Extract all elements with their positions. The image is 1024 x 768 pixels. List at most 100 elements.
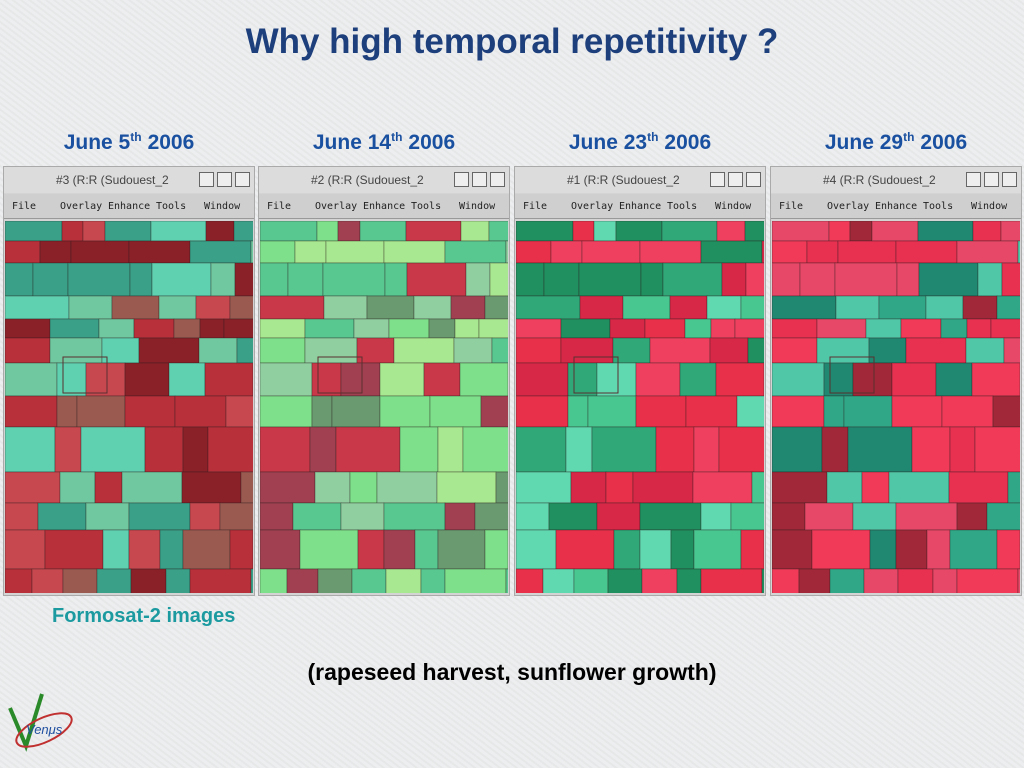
menu-item[interactable]: Overlay <box>60 201 103 212</box>
maximize-button[interactable] <box>728 172 743 187</box>
maximize-button[interactable] <box>217 172 232 187</box>
close-button[interactable] <box>235 172 250 187</box>
minimize-button[interactable] <box>966 172 981 187</box>
minimize-button[interactable] <box>454 172 469 187</box>
field <box>32 262 69 297</box>
field <box>5 362 58 397</box>
field <box>772 262 801 297</box>
menu-item[interactable]: File <box>12 201 37 212</box>
minimize-button[interactable] <box>710 172 725 187</box>
field <box>150 221 207 242</box>
field <box>615 221 663 242</box>
field <box>587 395 637 428</box>
field <box>567 362 598 397</box>
field <box>495 471 508 504</box>
field <box>488 221 508 242</box>
field <box>260 262 289 297</box>
field <box>5 529 46 570</box>
field <box>133 318 175 339</box>
field <box>956 568 1019 593</box>
field <box>772 240 808 264</box>
date-suffix: th <box>903 130 915 144</box>
field <box>393 337 455 364</box>
field <box>849 221 873 242</box>
close-button[interactable] <box>746 172 761 187</box>
slide-title: Why high temporal repetitivity ? <box>245 22 779 61</box>
menu-item[interactable]: Window <box>971 201 1008 212</box>
field <box>286 568 319 593</box>
field <box>460 221 490 242</box>
field <box>1003 337 1020 364</box>
field <box>1000 221 1020 242</box>
close-button[interactable] <box>1002 172 1017 187</box>
menu-bar: File Overlay Enhance Tools Window <box>4 194 254 219</box>
field <box>121 471 183 504</box>
field <box>151 262 212 297</box>
field <box>579 295 624 320</box>
field <box>1001 262 1020 297</box>
field <box>56 362 87 397</box>
field <box>542 568 575 593</box>
field <box>294 240 327 264</box>
maximize-button[interactable] <box>472 172 487 187</box>
window-buttons <box>707 172 761 190</box>
close-button[interactable] <box>490 172 505 187</box>
field <box>935 362 973 397</box>
field <box>260 337 306 364</box>
menu-item[interactable]: File <box>523 201 548 212</box>
menu-item[interactable]: Tools <box>411 201 442 212</box>
field <box>210 262 236 297</box>
date-year: 2006 <box>664 131 712 154</box>
field <box>240 471 253 504</box>
field <box>383 240 446 264</box>
field <box>124 395 176 428</box>
title-bar: #2 (R:R (Sudouest_2 <box>259 167 509 193</box>
field <box>709 337 749 364</box>
menu-item[interactable]: Overlay <box>315 201 358 212</box>
zoom-box <box>317 356 363 394</box>
field <box>104 221 152 242</box>
menu-item[interactable]: Overlay <box>827 201 870 212</box>
menu-item[interactable]: Window <box>715 201 752 212</box>
field <box>39 240 72 264</box>
field <box>182 426 209 473</box>
minimize-button[interactable] <box>199 172 214 187</box>
field <box>897 568 934 593</box>
menu-item[interactable]: Enhance <box>108 201 151 212</box>
maximize-button[interactable] <box>984 172 999 187</box>
field <box>977 262 1003 297</box>
field <box>516 529 557 570</box>
field <box>5 221 63 242</box>
menu-item[interactable]: Window <box>204 201 241 212</box>
menu-item[interactable]: Tools <box>923 201 954 212</box>
window-title: #4 (R:R (Sudouest_2 <box>823 173 936 187</box>
field <box>734 318 764 339</box>
field <box>635 395 687 428</box>
field <box>971 362 1020 397</box>
field <box>309 426 337 473</box>
field <box>700 502 732 531</box>
menu-item[interactable]: File <box>779 201 804 212</box>
field <box>5 568 33 593</box>
field <box>111 295 160 320</box>
field <box>189 240 252 264</box>
menu-item[interactable]: Enhance <box>363 201 406 212</box>
logo-text: Venμs <box>26 722 63 737</box>
menu-item[interactable]: File <box>267 201 292 212</box>
menu-item[interactable]: Tools <box>667 201 698 212</box>
field <box>895 529 928 570</box>
field <box>550 240 583 264</box>
menu-item[interactable]: Window <box>459 201 496 212</box>
menu-item[interactable]: Enhance <box>875 201 918 212</box>
field <box>570 471 607 504</box>
field <box>516 295 581 320</box>
field <box>37 502 87 531</box>
logo: Venμs <box>8 693 73 752</box>
field <box>229 295 253 320</box>
menu-item[interactable]: Overlay <box>571 201 614 212</box>
field <box>992 395 1020 428</box>
field <box>740 295 764 320</box>
field <box>423 362 461 397</box>
menu-item[interactable]: Tools <box>156 201 187 212</box>
menu-item[interactable]: Enhance <box>619 201 662 212</box>
